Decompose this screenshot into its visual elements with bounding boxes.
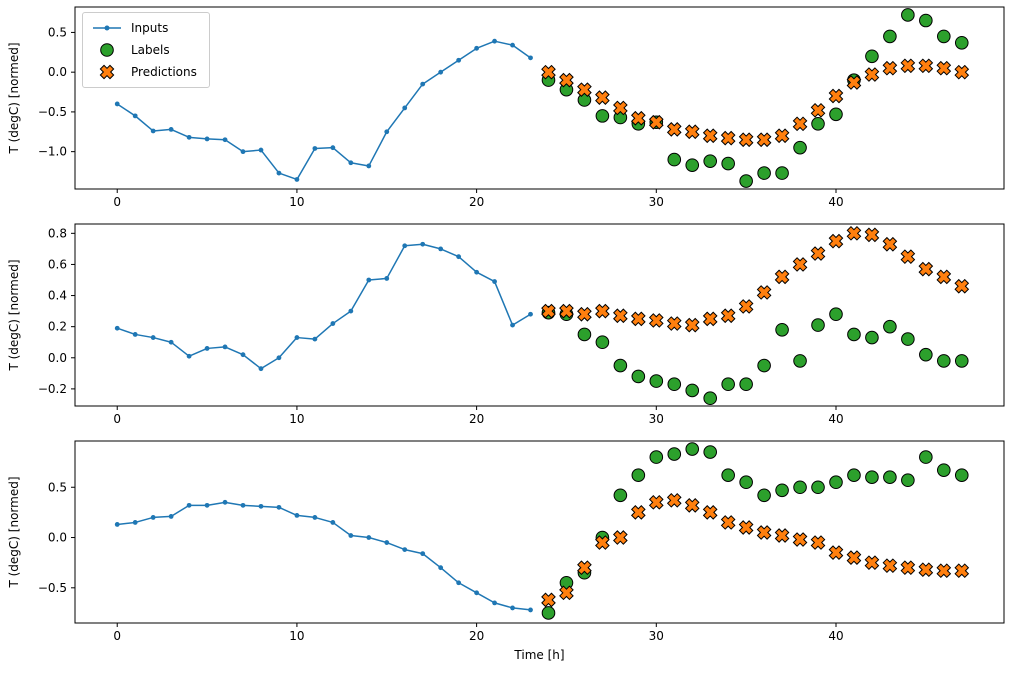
svg-text:10: 10 [289,629,304,643]
series-predictions [541,225,970,333]
legend-item-labels: Labels [91,42,197,58]
legend-item-predictions: Predictions [91,64,197,80]
svg-text:20: 20 [469,629,484,643]
svg-text:10: 10 [289,412,304,426]
axes-frame [74,223,1005,407]
legend-label-labels: Labels [131,43,170,57]
y-tick-labels: 0.5 0.0 −0.5 [38,480,75,595]
svg-text:0.8: 0.8 [48,226,67,240]
svg-text:0.5: 0.5 [48,25,67,39]
svg-text:20: 20 [469,412,484,426]
y-axis-label: T (degC) [normed] [7,259,21,371]
svg-text:0.6: 0.6 [48,257,67,271]
series-labels [541,442,969,620]
svg-text:10: 10 [289,195,304,209]
svg-text:0.4: 0.4 [48,289,67,303]
svg-text:−1.0: −1.0 [38,145,67,159]
svg-text:0.0: 0.0 [48,531,67,545]
svg-text:0.0: 0.0 [48,65,67,79]
subplot-1: 0 10 20 30 40 0.5 0.0 −0.5 −1.0 T (degC) [normed] [7,6,1005,209]
x-tick-labels: 0 10 20 30 40 [113,623,844,643]
svg-text:−0.2: −0.2 [38,382,67,396]
y-tick-labels: 0.5 0.0 −0.5 −1.0 [38,25,75,159]
legend-label-predictions: Predictions [131,65,197,79]
series-predictions [541,58,970,148]
subplot-3: 0 10 20 30 40 0.5 0.0 −0.5 T (degC) [normed] [7,440,1005,643]
y-tick-labels: 0.8 0.6 0.4 0.2 0.0 −0.2 [38,226,75,396]
svg-text:30: 30 [649,195,664,209]
svg-text:20: 20 [469,195,484,209]
svg-text:−0.5: −0.5 [38,105,67,119]
subplot-2: 0 10 20 30 40 0.8 0.6 0.4 0.2 0.0 −0.2 T (degC) [no… [7,223,1005,426]
svg-text:40: 40 [828,412,843,426]
series-inputs [114,241,533,372]
svg-text:−0.5: −0.5 [38,581,67,595]
y-axis-label: T (degC) [normed] [7,42,21,154]
legend-item-inputs: Inputs [91,20,197,36]
legend-label-inputs: Inputs [131,21,169,35]
series-predictions [541,492,970,608]
x-tick-labels: 0 10 20 30 40 [113,406,844,426]
svg-text:30: 30 [649,412,664,426]
svg-text:0.0: 0.0 [48,351,67,365]
svg-text:40: 40 [828,629,843,643]
predictions-x-icon [99,64,115,80]
svg-text:0: 0 [113,412,121,426]
y-axis-label: T (degC) [normed] [7,476,21,588]
series-inputs [114,38,533,182]
axes-frame [74,6,1005,190]
series-labels [541,305,969,406]
x-tick-labels: 0 10 20 30 40 [113,189,844,209]
svg-text:30: 30 [649,629,664,643]
legend: Inputs Labels Predictions [82,12,210,88]
series-inputs [114,499,533,613]
x-axis-label: Time [h] [513,648,564,662]
axes-frame [74,440,1005,624]
svg-text:40: 40 [828,195,843,209]
svg-text:0.2: 0.2 [48,320,67,334]
svg-text:0: 0 [113,629,121,643]
inputs-line-icon [93,25,121,31]
svg-text:0: 0 [113,195,121,209]
labels-circle-icon [100,43,114,57]
svg-text:0.5: 0.5 [48,480,67,494]
